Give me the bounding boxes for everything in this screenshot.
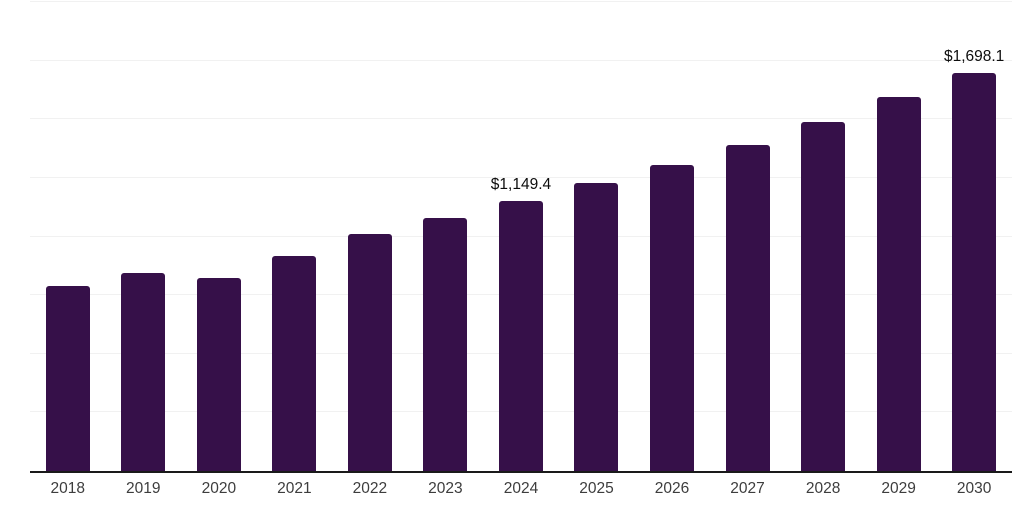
bar-2025	[574, 183, 619, 471]
x-tick-label-2022: 2022	[352, 480, 388, 497]
x-tick-label-2028: 2028	[805, 480, 841, 497]
x-tick-label-2019: 2019	[126, 480, 161, 497]
x-tick-label-2020: 2020	[201, 480, 237, 497]
bar-2023	[423, 217, 468, 471]
bar-band	[710, 2, 786, 471]
bar-2024	[498, 201, 543, 471]
x-tick-label-2029: 2029	[881, 480, 916, 497]
bar-2018	[45, 286, 90, 471]
bar-2019	[121, 273, 166, 471]
x-tick-label-2025: 2025	[579, 480, 614, 497]
bar-band	[408, 2, 484, 471]
bar-band	[257, 2, 333, 471]
x-tick-label-2024: 2024	[503, 480, 539, 497]
bar-band: $1,698.1	[936, 2, 1012, 471]
bars: $1,149.4 $1,698.1	[30, 2, 1012, 471]
bar-band	[30, 2, 106, 471]
bar-2030	[952, 72, 997, 471]
bar-band	[861, 2, 937, 471]
x-tick-label-2023: 2023	[428, 480, 463, 497]
bar-value-label-2024: $1,149.4	[490, 176, 552, 194]
gridline	[30, 118, 1012, 120]
bar-band: $1,149.4	[483, 2, 559, 471]
bar-value-label-2030: $1,698.1	[943, 47, 1005, 65]
x-tick-label-2030: 2030	[956, 480, 992, 497]
bar-band	[559, 2, 635, 471]
x-tick-label-2026: 2026	[654, 480, 690, 497]
bar-band	[332, 2, 408, 471]
bar-2020	[196, 278, 241, 471]
bar-2027	[725, 145, 770, 471]
plot-area: $1,149.4 $1,698.1	[30, 1, 1012, 473]
bar-2026	[650, 164, 695, 471]
bar-2028	[801, 121, 846, 471]
x-tick-label-2021: 2021	[277, 480, 312, 497]
bar-2029	[876, 96, 921, 471]
bar-2022	[347, 233, 392, 471]
bar-band	[785, 2, 861, 471]
bar-2021	[272, 255, 317, 471]
x-tick-label-2018: 2018	[50, 480, 85, 497]
gridline	[30, 176, 1012, 178]
x-axis-labels: 2018 2019 2020 2021 2022 2023 2024 2025 2026 2027…	[30, 480, 1012, 498]
bar-band	[634, 2, 710, 471]
bar-band	[181, 2, 257, 471]
gridline	[30, 59, 1012, 61]
bar-band	[106, 2, 182, 471]
gridline	[30, 1, 1012, 2]
x-tick-label-2027: 2027	[730, 480, 765, 497]
